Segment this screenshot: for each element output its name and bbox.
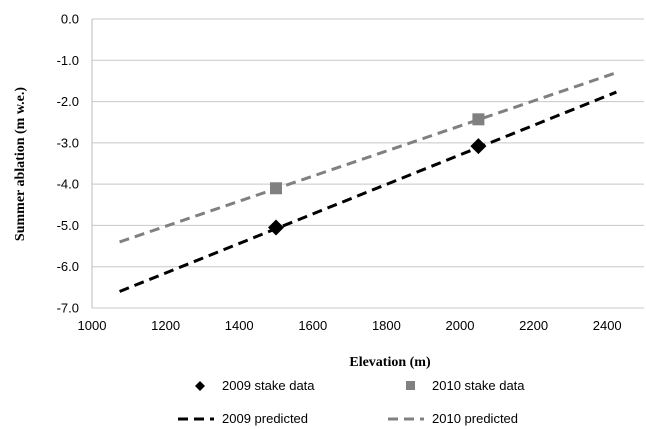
y-tick-label: 0.0	[61, 12, 79, 27]
gridlines	[91, 18, 644, 309]
2009-stake-data-point	[268, 219, 284, 236]
x-tick-label: 1000	[78, 318, 107, 333]
x-tick-labels: 1000 1200 1400 1600 1800 2000 2200 2400	[78, 318, 622, 333]
2010-predicted-legend-label: 2010 predicted	[432, 411, 518, 426]
y-tick-label: -2.0	[57, 94, 79, 109]
y-tick-label: -6.0	[57, 259, 79, 274]
y-tick-label: -7.0	[57, 301, 79, 316]
x-tick-label: 1400	[225, 318, 254, 333]
stake-points	[268, 113, 487, 236]
x-tick-label: 1600	[298, 318, 327, 333]
y-tick-label: -5.0	[57, 218, 79, 233]
x-tick-label: 2000	[446, 318, 475, 333]
y-tick-label: -1.0	[57, 53, 79, 68]
y-tick-labels: 0.0 -1.0 -2.0 -3.0 -4.0 -5.0 -6.0 -7.0	[57, 12, 79, 316]
2010-stake-data-legend-label: 2010 stake data	[432, 378, 525, 393]
y-tick-label: -3.0	[57, 135, 79, 150]
legend: 2009 stake data 2010 stake data 2009 predi…	[178, 378, 525, 426]
2009-stake-data-point	[470, 138, 487, 155]
2010-stake-data-point	[270, 182, 282, 195]
predicted-lines	[119, 71, 617, 293]
2009-predicted-line	[119, 90, 617, 293]
y-tick-label: -4.0	[57, 177, 79, 192]
x-axis-label: Elevation (m)	[349, 355, 431, 370]
2010-stake-data-legend-swatch	[406, 381, 415, 390]
2010-predicted-line	[119, 71, 617, 244]
2009-predicted-legend-label: 2009 predicted	[222, 411, 308, 426]
2009-stake-data-legend-label: 2009 stake data	[222, 378, 315, 393]
x-tick-label: 1200	[151, 318, 180, 333]
x-tick-label: 2200	[519, 318, 548, 333]
2009-stake-data-legend-swatch	[195, 381, 205, 391]
y-axis-label: Summer ablation (m w.e.)	[13, 87, 28, 241]
x-tick-label: 1800	[372, 318, 401, 333]
x-tick-label: 2400	[593, 318, 622, 333]
2010-stake-data-point	[472, 113, 485, 126]
